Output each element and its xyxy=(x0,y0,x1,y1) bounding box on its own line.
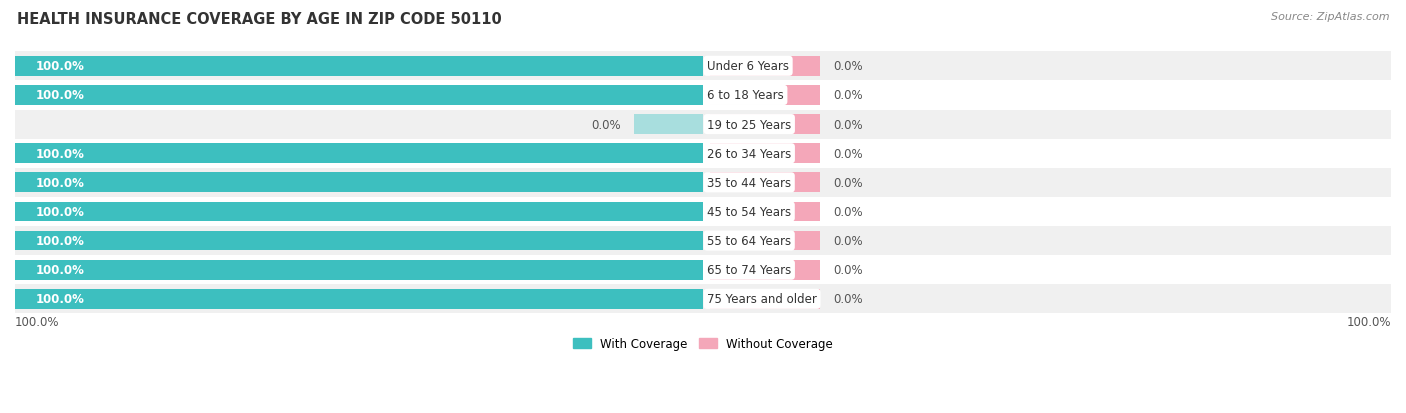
Text: 0.0%: 0.0% xyxy=(834,147,863,160)
Text: 100.0%: 100.0% xyxy=(35,176,84,190)
Bar xyxy=(710,173,820,193)
Text: 0.0%: 0.0% xyxy=(834,293,863,306)
Text: 0.0%: 0.0% xyxy=(591,118,620,131)
Text: 26 to 34 Years: 26 to 34 Years xyxy=(707,147,792,160)
Legend: With Coverage, Without Coverage: With Coverage, Without Coverage xyxy=(568,332,838,355)
Bar xyxy=(710,231,820,251)
Text: 0.0%: 0.0% xyxy=(834,60,863,73)
Bar xyxy=(710,115,820,135)
Bar xyxy=(15,256,1391,285)
Text: 0.0%: 0.0% xyxy=(834,118,863,131)
Text: 100.0%: 100.0% xyxy=(35,293,84,306)
Text: 100.0%: 100.0% xyxy=(35,235,84,247)
Bar xyxy=(634,115,703,135)
Bar xyxy=(15,226,1391,256)
Text: 35 to 44 Years: 35 to 44 Years xyxy=(707,176,792,190)
Bar xyxy=(15,260,703,280)
Text: 75 Years and older: 75 Years and older xyxy=(707,293,817,306)
Bar xyxy=(15,231,703,251)
Bar xyxy=(710,57,820,76)
Bar xyxy=(710,86,820,106)
Text: 6 to 18 Years: 6 to 18 Years xyxy=(707,89,785,102)
Text: 0.0%: 0.0% xyxy=(834,205,863,218)
Text: 100.0%: 100.0% xyxy=(35,89,84,102)
Text: HEALTH INSURANCE COVERAGE BY AGE IN ZIP CODE 50110: HEALTH INSURANCE COVERAGE BY AGE IN ZIP … xyxy=(17,12,502,27)
Text: 100.0%: 100.0% xyxy=(15,315,59,328)
Text: 100.0%: 100.0% xyxy=(35,60,84,73)
Bar xyxy=(15,86,703,106)
Bar xyxy=(710,144,820,164)
Text: 45 to 54 Years: 45 to 54 Years xyxy=(707,205,792,218)
Text: 65 to 74 Years: 65 to 74 Years xyxy=(707,263,792,277)
Bar xyxy=(710,289,820,309)
Text: 19 to 25 Years: 19 to 25 Years xyxy=(707,118,792,131)
Bar xyxy=(710,260,820,280)
Text: 55 to 64 Years: 55 to 64 Years xyxy=(707,235,792,247)
Bar xyxy=(15,197,1391,226)
Bar xyxy=(15,52,1391,81)
Bar xyxy=(15,139,1391,169)
Bar xyxy=(15,169,1391,197)
Bar xyxy=(710,202,820,222)
Bar xyxy=(15,289,703,309)
Bar xyxy=(15,173,703,193)
Text: 100.0%: 100.0% xyxy=(35,263,84,277)
Text: Source: ZipAtlas.com: Source: ZipAtlas.com xyxy=(1271,12,1389,22)
Text: 0.0%: 0.0% xyxy=(834,235,863,247)
Text: Under 6 Years: Under 6 Years xyxy=(707,60,789,73)
Bar xyxy=(15,81,1391,110)
Text: 0.0%: 0.0% xyxy=(834,176,863,190)
Bar xyxy=(15,202,703,222)
Text: 0.0%: 0.0% xyxy=(834,89,863,102)
Bar xyxy=(15,285,1391,313)
Bar xyxy=(15,144,703,164)
Bar xyxy=(15,57,703,76)
Text: 0.0%: 0.0% xyxy=(834,263,863,277)
Text: 100.0%: 100.0% xyxy=(35,205,84,218)
Bar xyxy=(15,110,1391,139)
Text: 100.0%: 100.0% xyxy=(1347,315,1391,328)
Text: 100.0%: 100.0% xyxy=(35,147,84,160)
